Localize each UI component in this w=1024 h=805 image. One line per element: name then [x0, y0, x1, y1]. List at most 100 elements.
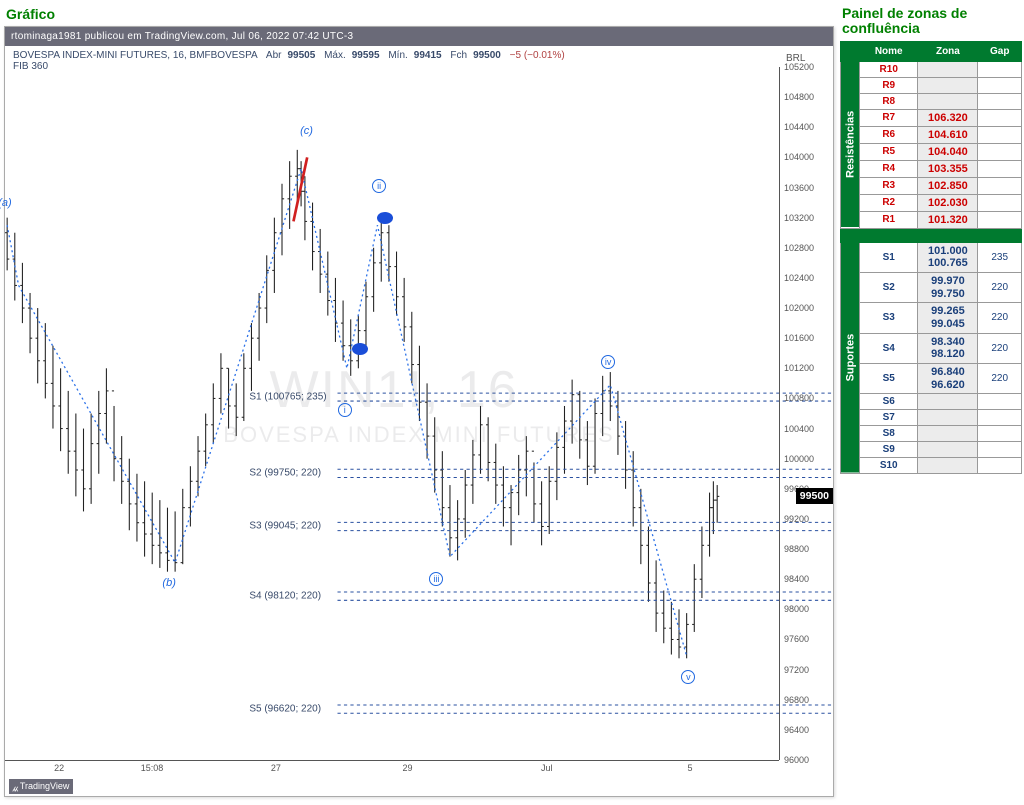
- ohlc-fch-lbl: Fch: [450, 50, 467, 61]
- chart-y-axis[interactable]: BRL 960009640096800972009760098000984009…: [779, 67, 833, 760]
- y-axis-tick: 102000: [784, 303, 814, 313]
- support-row: SuportesS1101.000100.765235: [841, 242, 1022, 272]
- y-axis-tick: 101200: [784, 363, 814, 373]
- resistance-row: R7106.320: [841, 109, 1022, 126]
- zone-gap: [978, 426, 1022, 442]
- y-axis-tick: 96000: [784, 755, 809, 765]
- resistance-row: R2102.030: [841, 194, 1022, 211]
- zone-name: S6: [860, 394, 918, 410]
- zone-gap: [978, 410, 1022, 426]
- zone-value: 106.320: [918, 109, 978, 126]
- chart-box[interactable]: rtominaga1981 publicou em TradingView.co…: [4, 26, 834, 797]
- support-line-label: S4 (98120; 220): [249, 591, 321, 602]
- zone-gap: [978, 93, 1022, 109]
- x-axis-tick: 29: [402, 763, 412, 773]
- zone-gap: [978, 194, 1022, 211]
- zone-name: R6: [860, 126, 918, 143]
- zone-gap: 235: [978, 242, 1022, 272]
- instrument-name: BOVESPA INDEX-MINI FUTURES, 16, BMFBOVES…: [13, 50, 258, 61]
- zone-value: [918, 93, 978, 109]
- y-axis-tick: 98400: [784, 574, 809, 584]
- zone-gap: [978, 160, 1022, 177]
- resistance-row: R3102.850: [841, 177, 1022, 194]
- zone-gap: [978, 442, 1022, 458]
- x-axis-tick: Jul: [541, 763, 553, 773]
- resistance-side-label: Resistências: [841, 61, 860, 228]
- x-axis-tick: 15:08: [141, 763, 164, 773]
- zone-name: R2: [860, 194, 918, 211]
- zone-value: 98.34098.120: [918, 333, 978, 363]
- zone-name: S3: [860, 303, 918, 333]
- ohlc-min: 99415: [414, 50, 442, 61]
- zone-value: 103.355: [918, 160, 978, 177]
- chart-section-title: Gráfico: [4, 2, 834, 26]
- y-axis-tick: 100800: [784, 393, 814, 403]
- elliott-wave-label: v: [681, 670, 695, 684]
- zone-value: 96.84096.620: [918, 363, 978, 393]
- zone-value: 99.97099.750: [918, 273, 978, 303]
- zone-gap: 220: [978, 303, 1022, 333]
- y-axis-tick: 96400: [784, 725, 809, 735]
- y-axis-tick: 101600: [784, 333, 814, 343]
- zone-name: S4: [860, 333, 918, 363]
- y-axis-tick: 103600: [784, 183, 814, 193]
- support-line-label: S3 (99045; 220): [249, 521, 321, 532]
- y-axis-tick: 104400: [784, 122, 814, 132]
- support-row: S498.34098.120220: [841, 333, 1022, 363]
- zone-name: R9: [860, 77, 918, 93]
- zone-gap: 220: [978, 273, 1022, 303]
- zone-gap: [978, 143, 1022, 160]
- elliott-marker-dot: [352, 343, 368, 355]
- zone-value: [918, 61, 978, 77]
- elliott-marker-dot: [377, 212, 393, 224]
- y-axis-tick: 102400: [784, 273, 814, 283]
- zone-name: S7: [860, 410, 918, 426]
- zone-name: S9: [860, 442, 918, 458]
- panel-separator: [841, 228, 1022, 242]
- support-row: S9: [841, 442, 1022, 458]
- zone-value: 101.000100.765: [918, 242, 978, 272]
- zone-name: S8: [860, 426, 918, 442]
- y-axis-tick: 104800: [784, 92, 814, 102]
- ohlc-max: 99595: [352, 50, 380, 61]
- panel-section-title: Painel de zonas de confluência: [840, 2, 1022, 41]
- zones-col-side: [841, 41, 860, 61]
- zone-name: R5: [860, 143, 918, 160]
- zone-value: 104.040: [918, 143, 978, 160]
- zone-gap: [978, 177, 1022, 194]
- zone-gap: [978, 61, 1022, 77]
- support-side-label: Suportes: [841, 242, 860, 473]
- zone-gap: [978, 394, 1022, 410]
- zone-name: S10: [860, 458, 918, 474]
- support-row: S596.84096.620220: [841, 363, 1022, 393]
- elliott-wave-label: (a): [0, 197, 12, 209]
- zone-name: R8: [860, 93, 918, 109]
- resistance-row: R6104.610: [841, 126, 1022, 143]
- chart-plot-area[interactable]: WIN1!, 16 BOVESPA INDEX-MINI FUTURES S1 …: [5, 67, 833, 760]
- elliott-wave-label: (b): [162, 577, 175, 589]
- zone-value: 102.030: [918, 194, 978, 211]
- support-line-label: S1 (100765; 235): [249, 392, 326, 403]
- support-row: S10: [841, 458, 1022, 474]
- y-axis-tick: 104000: [784, 152, 814, 162]
- resistance-row: R5104.040: [841, 143, 1022, 160]
- zone-name: R1: [860, 211, 918, 228]
- chart-x-axis[interactable]: 2215:082729Jul5: [5, 760, 779, 778]
- support-row: S299.97099.750220: [841, 273, 1022, 303]
- zone-value: [918, 426, 978, 442]
- ohlc-abr: 99505: [287, 50, 315, 61]
- support-line-label: S5 (96620; 220): [249, 704, 321, 715]
- zones-table: Nome Zona Gap ResistênciasR10R9R8R7106.3…: [840, 41, 1022, 474]
- zones-col-zona: Zona: [918, 41, 978, 61]
- x-axis-tick: 22: [54, 763, 64, 773]
- zone-gap: 220: [978, 363, 1022, 393]
- y-axis-tick: 97200: [784, 665, 809, 675]
- chart-publish-header: rtominaga1981 publicou em TradingView.co…: [5, 27, 833, 46]
- zone-value: 102.850: [918, 177, 978, 194]
- zone-gap: 220: [978, 333, 1022, 363]
- y-axis-tick: 98800: [784, 544, 809, 554]
- zone-gap: [978, 458, 1022, 474]
- x-axis-tick: 27: [271, 763, 281, 773]
- ohlc-fch: 99500: [473, 50, 501, 61]
- ohlc-chg: −5 (−0.01%): [510, 50, 565, 61]
